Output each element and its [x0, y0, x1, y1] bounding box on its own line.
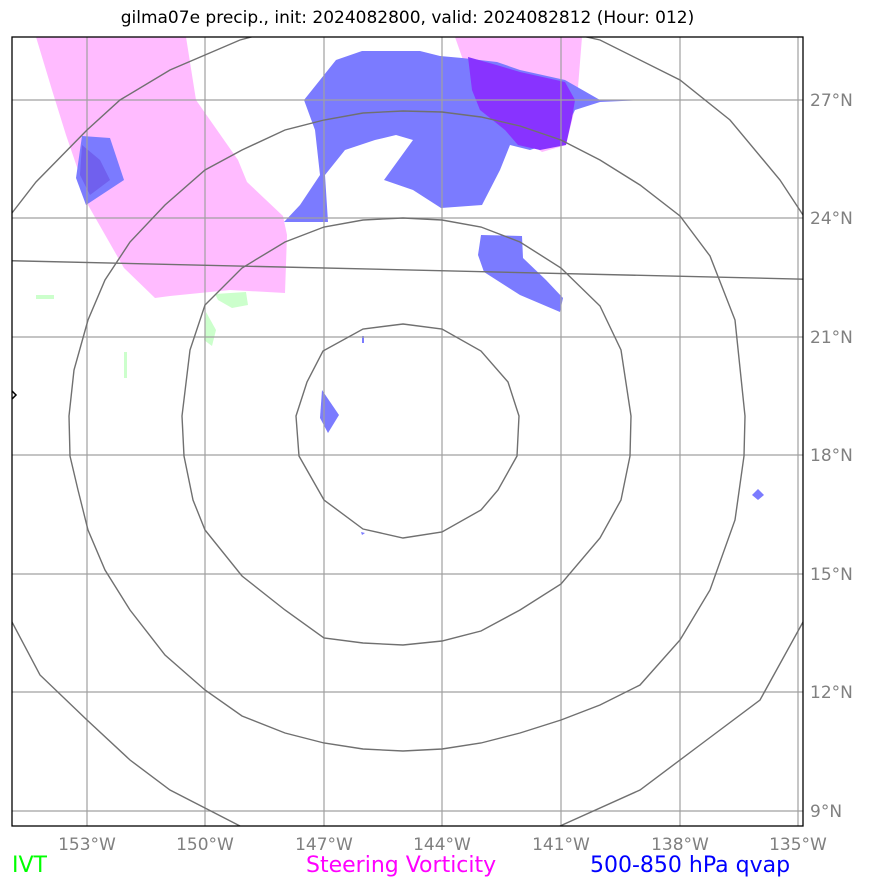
qvap-speck-2	[361, 532, 365, 535]
map-title: gilma07e precip., init: 2024082800, vali…	[120, 8, 695, 28]
range-ring-4	[12, 37, 803, 280]
range-ring-4-southeast	[559, 621, 803, 826]
ivt-region-4	[124, 352, 127, 378]
qvap-overlap-north	[468, 57, 575, 150]
qvap-region-east	[478, 235, 563, 312]
lon-label: 135°W	[769, 835, 827, 855]
vorticity-region-west	[36, 37, 287, 298]
lon-label: 138°W	[651, 835, 709, 855]
legend-ivt: IVT	[12, 853, 47, 878]
range-ring-3	[68, 110, 746, 752]
qvap-speck-1	[362, 336, 364, 343]
ivt-region-3	[36, 295, 54, 299]
range-ring-2	[181, 217, 632, 646]
range-rings	[12, 37, 803, 826]
lat-label: 24°N	[810, 209, 853, 229]
lon-label: 147°W	[295, 835, 353, 855]
ivt-region-2	[204, 312, 216, 346]
lon-label: 153°W	[58, 835, 116, 855]
ivt-region-1	[215, 292, 248, 308]
lon-label: 144°W	[413, 835, 471, 855]
qvap-speck-east	[752, 489, 764, 500]
longitude-gridlines	[86, 37, 799, 826]
lat-label: 18°N	[810, 446, 853, 466]
legend-steering-vorticity: Steering Vorticity	[306, 853, 497, 878]
qvap-region-northcentral	[284, 51, 645, 222]
map-plot-area	[12, 37, 803, 826]
range-ring-1	[295, 323, 520, 539]
lat-label: 27°N	[810, 91, 853, 111]
latitude-labels: 27°N 24°N 21°N 18°N 15°N 12°N 9°N	[810, 91, 853, 822]
qvap-region-center	[320, 390, 339, 433]
latitude-gridlines	[12, 99, 803, 812]
lat-label: 21°N	[810, 328, 853, 348]
lon-label: 150°W	[176, 835, 234, 855]
lat-label: 9°N	[810, 802, 842, 822]
lat-label: 15°N	[810, 565, 853, 585]
longitude-labels: 153°W 150°W 147°W 144°W 141°W 138°W 135°…	[58, 835, 827, 855]
edge-marker	[11, 390, 18, 400]
range-ring-4-south	[12, 620, 241, 826]
legend-qvap: 500-850 hPa qvap	[590, 853, 791, 878]
lon-label: 141°W	[532, 835, 590, 855]
lat-label: 12°N	[810, 683, 853, 703]
map-frame	[11, 36, 804, 827]
